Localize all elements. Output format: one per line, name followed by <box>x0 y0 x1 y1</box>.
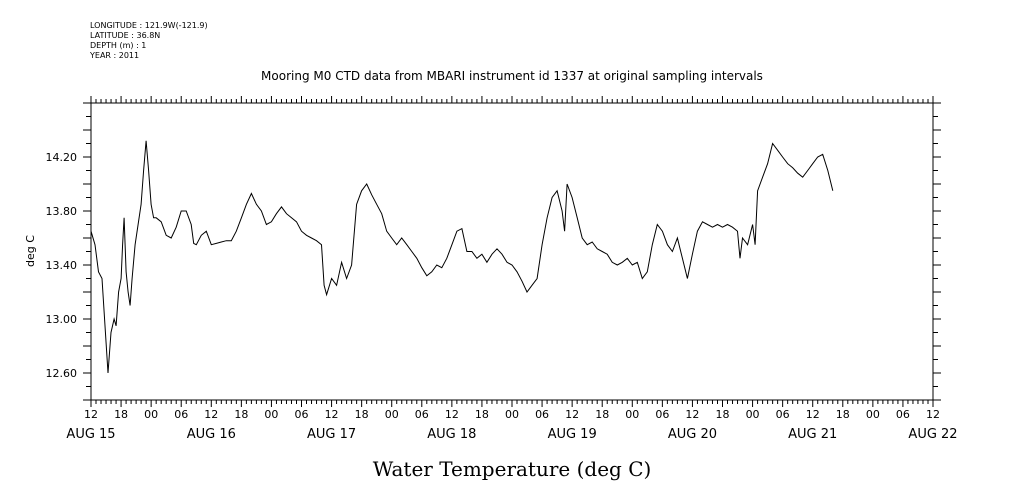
y-tick-label: 12.60 <box>46 367 78 380</box>
meta-latitude: LATITUDE : 36.8N <box>90 31 161 40</box>
x-tick-label: 00 <box>144 408 158 421</box>
meta-year: YEAR : 2011 <box>90 51 140 60</box>
x-tick-label: 18 <box>234 408 248 421</box>
x-axis: 12 18 00 06 12 18 00 06 12 18 00 06 12 18 00 06 12 18 00 06… <box>66 408 957 442</box>
y-axis-label: deg C <box>24 235 37 267</box>
x-date-label: AUG 20 <box>668 427 717 442</box>
meta-depth: DEPTH (m) : 1 <box>90 41 147 50</box>
meta-longitude: LONGITUDE : 121.9W(-121.9) <box>90 21 208 30</box>
x-tick-label: 12 <box>325 408 339 421</box>
chart-title: Mooring M0 CTD data from MBARI instrumen… <box>261 69 763 83</box>
x-date-label: AUG 19 <box>548 427 597 442</box>
x-tick-label: 00 <box>264 408 278 421</box>
x-tick-label: 00 <box>505 408 519 421</box>
x-tick-label: 18 <box>355 408 369 421</box>
x-tick-label: 06 <box>655 408 669 421</box>
x-date-label: AUG 22 <box>908 427 957 442</box>
temperature-series-line <box>90 140 834 374</box>
y-tick-label: 13.00 <box>46 313 78 326</box>
x-tick-label: 18 <box>114 408 128 421</box>
x-tick-label: 18 <box>716 408 730 421</box>
x-tick-label: 12 <box>685 408 699 421</box>
x-tick-label: 18 <box>595 408 609 421</box>
minor-ticks <box>90 96 934 407</box>
x-tick-label: 00 <box>746 408 760 421</box>
x-tick-label: 00 <box>625 408 639 421</box>
x-tick-label: 06 <box>295 408 309 421</box>
x-tick-label: 18 <box>836 408 850 421</box>
x-tick-label: 12 <box>84 408 98 421</box>
plot-frame <box>90 102 934 401</box>
x-tick-label: 18 <box>475 408 489 421</box>
x-tick-label: 06 <box>896 408 910 421</box>
x-date-label: AUG 15 <box>66 427 115 442</box>
metadata-block: LONGITUDE : 121.9W(-121.9) LATITUDE : 36… <box>90 21 208 61</box>
x-tick-label: 06 <box>776 408 790 421</box>
x-tick-label: 00 <box>866 408 880 421</box>
x-tick-label: 06 <box>535 408 549 421</box>
x-tick-label: 12 <box>445 408 459 421</box>
x-date-label: AUG 21 <box>788 427 837 442</box>
y-tick-label: 14.20 <box>46 151 78 164</box>
x-date-label: AUG 16 <box>187 427 236 442</box>
x-date-label: AUG 17 <box>307 427 356 442</box>
x-date-label: AUG 18 <box>427 427 476 442</box>
x-tick-label: 06 <box>174 408 188 421</box>
x-tick-label: 00 <box>385 408 399 421</box>
x-axis-label: Water Temperature (deg C) <box>373 457 652 481</box>
y-tick-label: 13.80 <box>46 205 78 218</box>
y-tick-label: 13.40 <box>46 259 78 272</box>
x-tick-label: 12 <box>565 408 579 421</box>
y-axis: 12.60 13.00 13.40 13.80 14.20 <box>46 102 941 401</box>
x-tick-label: 12 <box>806 408 820 421</box>
x-tick-label: 06 <box>415 408 429 421</box>
x-tick-label: 12 <box>926 408 940 421</box>
x-tick-label: 12 <box>204 408 218 421</box>
